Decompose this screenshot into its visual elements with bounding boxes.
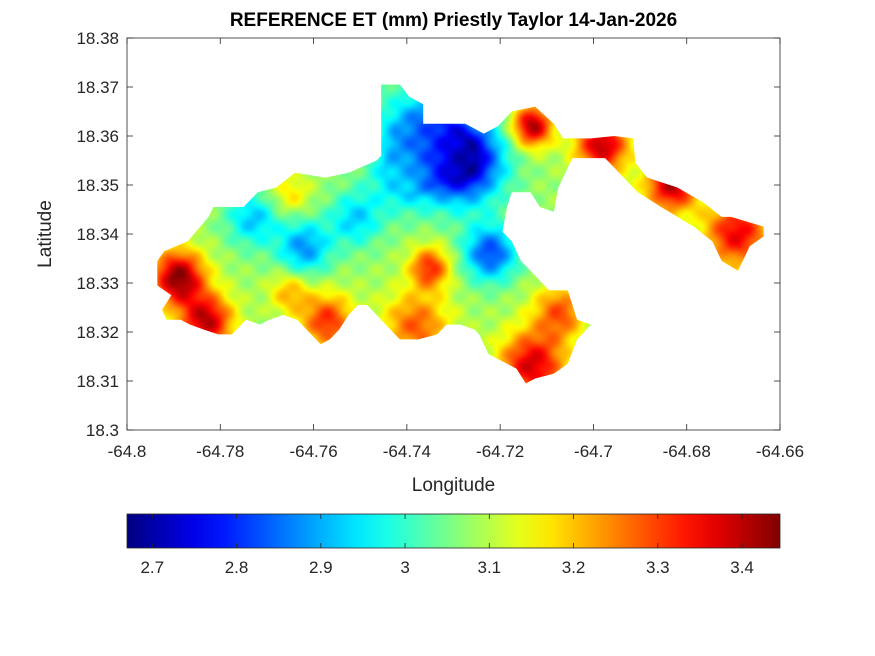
colorbar-tick-label: 2.8 xyxy=(225,558,249,577)
colorbar-tick-label: 3.3 xyxy=(646,558,670,577)
x-tick-label: -64.76 xyxy=(289,442,337,461)
y-tick-label: 18.37 xyxy=(76,78,119,97)
y-axis-label: Latitude xyxy=(35,200,56,268)
x-tick-label: -64.68 xyxy=(663,442,711,461)
x-axis: -64.8 -64.78 -64.76 -64.74 -64.72 -64.7 -64.68… xyxy=(108,38,804,461)
x-tick-label: -64.7 xyxy=(574,442,613,461)
chart-title: REFERENCE ET (mm) Priestly Taylor 14-Jan… xyxy=(230,10,677,31)
y-tick-label: 18.31 xyxy=(76,372,119,391)
x-tick-label: -64.74 xyxy=(383,442,431,461)
x-tick-label: -64.66 xyxy=(756,442,804,461)
colorbar-tick-label: 2.9 xyxy=(309,558,333,577)
y-tick-label: 18.36 xyxy=(76,127,119,146)
x-tick-label: -64.8 xyxy=(108,442,147,461)
x-axis-label: Longitude xyxy=(412,475,495,496)
colorbar-tick-label: 3 xyxy=(400,558,409,577)
x-tick-label: -64.72 xyxy=(476,442,524,461)
y-tick-label: 18.32 xyxy=(76,323,119,342)
y-tick-label: 18.34 xyxy=(76,225,119,244)
colorbar-gradient xyxy=(127,514,780,548)
x-tick-label: -64.78 xyxy=(196,442,244,461)
y-axis: 18.3 18.31 18.32 18.33 18.34 18.35 18.36 18.37 1… xyxy=(76,29,780,440)
y-tick-label: 18.33 xyxy=(76,274,119,293)
colorbar-tick-label: 3.1 xyxy=(477,558,501,577)
colorbar-frame xyxy=(126,513,781,549)
colorbar-ticks: 2.7 2.8 2.9 3 3.1 3.2 3.3 3.4 xyxy=(140,514,754,577)
colorbar-tick-label: 3.2 xyxy=(562,558,586,577)
colorbar-tick-label: 2.7 xyxy=(140,558,164,577)
y-tick-label: 18.38 xyxy=(76,29,119,48)
y-tick-label: 18.35 xyxy=(76,176,119,195)
y-tick-label: 18.3 xyxy=(86,421,119,440)
colorbar-tick-label: 3.4 xyxy=(730,558,754,577)
colorbar: 2.7 2.8 2.9 3 3.1 3.2 3.3 3.4 xyxy=(126,513,781,577)
